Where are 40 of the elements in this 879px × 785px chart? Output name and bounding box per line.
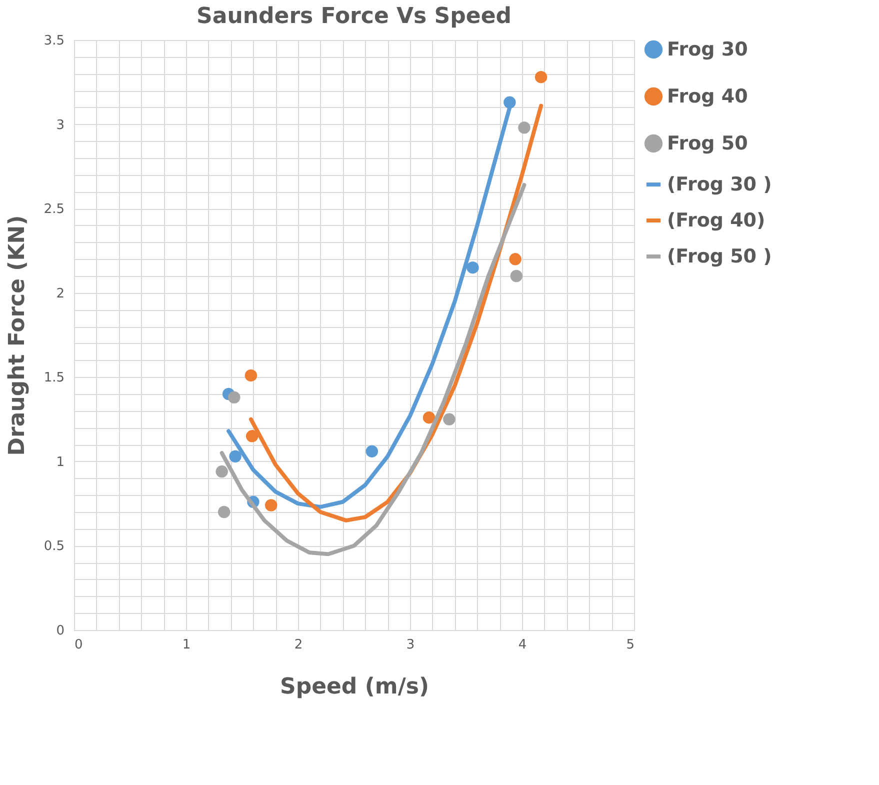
point xyxy=(229,450,242,462)
legend-label: (Frog 40) xyxy=(667,210,766,232)
point xyxy=(443,413,456,426)
x-tick-label: 0 xyxy=(74,638,83,652)
point xyxy=(534,70,548,84)
x-tick-label: 2 xyxy=(294,638,303,652)
legend-label: Frog 40 xyxy=(667,86,748,108)
y-tick-label: 0 xyxy=(56,624,64,638)
point xyxy=(216,465,228,478)
x-tick-label: 3 xyxy=(406,638,415,652)
point xyxy=(264,499,278,512)
legend-label: (Frog 50 ) xyxy=(667,246,772,268)
y-tick-label: 1 xyxy=(56,454,64,470)
y-axis-title: Draught Force (KN) xyxy=(4,215,30,456)
legend-label: Frog 30 xyxy=(667,38,748,60)
y-tick-label: 2 xyxy=(56,286,64,302)
point xyxy=(466,261,479,274)
legend-label: Frog 50 xyxy=(667,132,748,154)
line-series xyxy=(220,182,526,556)
y-tick-label: 2.5 xyxy=(44,202,64,218)
point xyxy=(509,253,522,266)
y-tick-label: 0.5 xyxy=(44,539,64,554)
point xyxy=(246,430,258,442)
x-tick-label: 4 xyxy=(518,638,527,652)
point xyxy=(510,270,523,282)
x-tick-label: 5 xyxy=(626,638,634,652)
point xyxy=(518,122,530,134)
point xyxy=(366,445,378,458)
point xyxy=(504,96,516,108)
y-tick-label: 3 xyxy=(56,118,64,133)
point xyxy=(228,391,240,404)
point xyxy=(218,506,230,518)
x-tick-label: 1 xyxy=(182,638,191,652)
chart-title: Saunders Force Vs Speed xyxy=(196,4,512,29)
x-axis-title: Speed (m/s) xyxy=(280,674,430,700)
point xyxy=(244,369,258,382)
point xyxy=(422,411,436,424)
y-tick-label: 1.5 xyxy=(44,370,64,386)
legend-label: (Frog 30 ) xyxy=(667,174,772,196)
y-tick-label: 3.5 xyxy=(44,34,64,48)
